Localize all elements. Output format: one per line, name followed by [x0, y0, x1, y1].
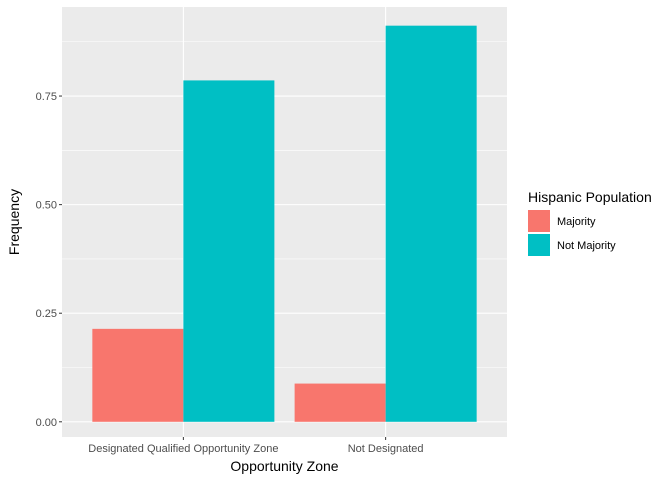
y-tick-label: 0.50: [36, 200, 57, 212]
x-tick-label: Designated Qualified Opportunity Zone: [88, 443, 278, 455]
x-axis-ticks: Designated Qualified Opportunity Zone Not…: [88, 437, 424, 455]
bar-majority-2: [294, 383, 386, 422]
x-axis-title: Opportunity Zone: [230, 458, 338, 474]
y-tick-label: 0.25: [36, 308, 57, 320]
y-axis-ticks: 0.00 0.25 0.50 0.75: [36, 91, 62, 429]
y-tick-label: 0.00: [36, 417, 57, 429]
x-tick-label: Not Designated: [348, 443, 424, 455]
legend-key-not-majority: [528, 234, 550, 256]
legend-label-majority: Majority: [557, 216, 596, 228]
bar-not-majority-1: [183, 80, 275, 422]
legend-key-majority: [528, 210, 550, 232]
bars: [92, 25, 477, 422]
bar-majority-1: [92, 328, 184, 422]
legend: Hispanic Population Majority Not Majorit…: [528, 189, 652, 256]
legend-title: Hispanic Population: [528, 189, 652, 205]
y-axis-title: Frequency: [6, 189, 22, 255]
y-tick-label: 0.75: [36, 91, 57, 103]
bar-not-majority-2: [385, 25, 477, 422]
legend-label-not-majority: Not Majority: [557, 240, 616, 252]
